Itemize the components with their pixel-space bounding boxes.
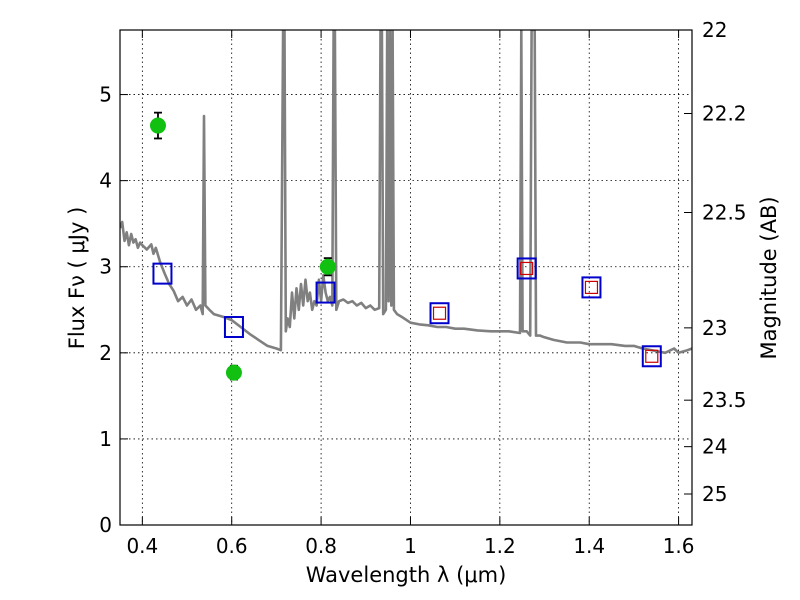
spectrum-line bbox=[120, 30, 692, 355]
model-square bbox=[152, 262, 173, 285]
observed-point bbox=[225, 364, 242, 381]
model-square bbox=[516, 257, 537, 280]
x-tick-label: 1.4 bbox=[573, 534, 605, 558]
model-square bbox=[315, 281, 336, 304]
model-square-small bbox=[645, 349, 659, 363]
right-tick-label: 22.2 bbox=[702, 102, 747, 126]
tick-labels: 0.4 0.6 0.8 1 1.2 1.4 1.60123452222.222.52323.… bbox=[99, 18, 746, 558]
y-tick-label: 1 bbox=[99, 427, 112, 451]
right-tick-label: 24 bbox=[702, 435, 727, 459]
y-axis-right-label: Magnitude (AB) bbox=[757, 196, 781, 359]
right-tick-label: 23.5 bbox=[702, 388, 747, 412]
model-square-small bbox=[432, 306, 447, 320]
right-tick-label: 22 bbox=[702, 18, 727, 42]
observed-point bbox=[149, 117, 166, 134]
y-tick-label: 4 bbox=[99, 169, 112, 193]
observed-point bbox=[319, 258, 336, 275]
plot-area bbox=[120, 30, 692, 381]
model-square-small bbox=[520, 261, 534, 276]
axis-ticks bbox=[120, 29, 692, 526]
x-tick-label: 0.8 bbox=[305, 534, 337, 558]
y-tick-label: 0 bbox=[99, 513, 112, 537]
x-tick-label: 0.4 bbox=[126, 534, 158, 558]
y-tick-label: 3 bbox=[99, 255, 112, 279]
x-tick-label: 1.6 bbox=[663, 534, 695, 558]
right-tick-label: 23 bbox=[702, 316, 727, 340]
model-square bbox=[223, 316, 244, 338]
grid bbox=[120, 30, 692, 526]
x-tick-label: 1 bbox=[404, 534, 417, 558]
x-axis-label: Wavelength λ (μm) bbox=[306, 563, 507, 587]
plot-frame bbox=[119, 29, 693, 526]
model-square bbox=[641, 345, 662, 368]
y-tick-label: 5 bbox=[99, 83, 112, 107]
x-tick-label: 0.6 bbox=[216, 534, 248, 558]
y-axis-label: Flux Fν ( μJy ) bbox=[65, 207, 89, 350]
model-square bbox=[429, 302, 450, 325]
x-tick-label: 1.2 bbox=[484, 534, 516, 558]
right-tick-label: 25 bbox=[702, 482, 727, 506]
model-square-small bbox=[584, 280, 599, 294]
y-tick-label: 2 bbox=[99, 341, 112, 365]
right-tick-label: 22.5 bbox=[702, 201, 747, 225]
model-square bbox=[581, 276, 602, 299]
